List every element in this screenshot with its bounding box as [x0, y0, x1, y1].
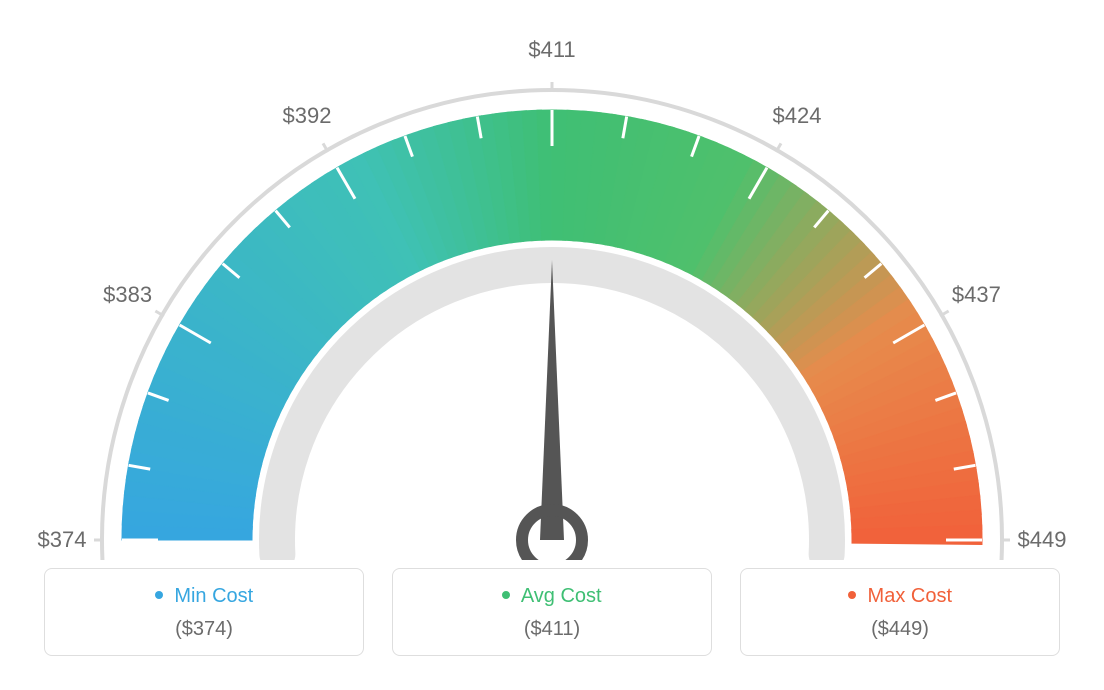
- legend-title-min: Min Cost: [45, 585, 363, 608]
- gauge-tick-label: $374: [38, 527, 87, 553]
- dot-icon: [155, 591, 163, 599]
- dot-icon: [848, 591, 856, 599]
- legend-label-max: Max Cost: [868, 585, 952, 607]
- legend-value-max: ($449): [741, 618, 1059, 641]
- gauge-tick-label: $437: [952, 282, 1001, 308]
- dot-icon: [502, 591, 510, 599]
- gauge-svg: [0, 0, 1104, 560]
- legend-card-avg: Avg Cost ($411): [392, 568, 712, 656]
- gauge-tick-label: $392: [283, 103, 332, 129]
- gauge-tick-label: $424: [773, 103, 822, 129]
- legend-title-avg: Avg Cost: [393, 585, 711, 608]
- gauge-chart: $374 $383 $392 $411 $424 $437 $449: [0, 0, 1104, 560]
- legend-label-avg: Avg Cost: [521, 585, 602, 607]
- legend-title-max: Max Cost: [741, 585, 1059, 608]
- legend-card-min: Min Cost ($374): [44, 568, 364, 656]
- gauge-tick-label: $449: [1018, 527, 1067, 553]
- legend-card-max: Max Cost ($449): [740, 568, 1060, 656]
- legend-value-min: ($374): [45, 618, 363, 641]
- legend-value-avg: ($411): [393, 618, 711, 641]
- legend-label-min: Min Cost: [174, 585, 253, 607]
- legend-row: Min Cost ($374) Avg Cost ($411) Max Cost…: [0, 568, 1104, 656]
- gauge-tick-label: $383: [103, 282, 152, 308]
- gauge-tick-label: $411: [528, 37, 575, 63]
